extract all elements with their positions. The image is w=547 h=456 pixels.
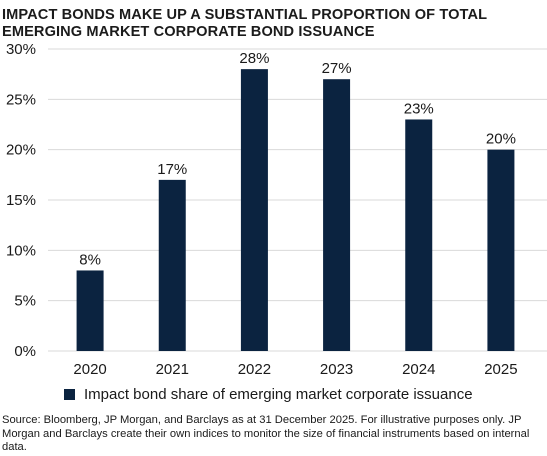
data-label: 8%	[79, 251, 101, 268]
data-label: 17%	[157, 161, 187, 178]
gridlines	[48, 48, 547, 352]
bar	[76, 270, 104, 351]
y-tick-label: 10%	[6, 242, 36, 259]
legend-swatch	[64, 389, 75, 400]
bar	[240, 69, 268, 351]
y-tick-label: 20%	[6, 142, 36, 159]
bar	[323, 79, 351, 351]
y-tick-label: 5%	[14, 293, 36, 310]
source-note: Source: Bloomberg, JP Morgan, and Barcla…	[2, 414, 530, 453]
bars	[76, 69, 515, 351]
bar-chart: 0% 5% 10% 15% 20% 25% 30% 8% 17% 28% 27% 23% 20% 20…	[6, 41, 547, 378]
y-tick-label: 25%	[6, 91, 36, 108]
data-label: 20%	[486, 131, 516, 148]
y-tick-label: 15%	[6, 192, 36, 209]
chart-title: IMPACT BONDS MAKE UP A SUBSTANTIAL PROPO…	[2, 7, 487, 40]
bar	[158, 179, 186, 351]
legend-label: Impact bond share of emerging market cor…	[84, 386, 473, 403]
x-tick-label: 2021	[156, 361, 189, 378]
x-tick-label: 2023	[320, 361, 353, 378]
data-label: 27%	[322, 60, 352, 77]
x-tick-label: 2024	[402, 361, 435, 378]
data-label: 28%	[239, 50, 269, 67]
data-label: 23%	[404, 100, 434, 117]
data-labels: 8% 17% 28% 27% 23% 20%	[79, 50, 516, 268]
x-tick-label: 2022	[238, 361, 271, 378]
y-axis-ticks: 0% 5% 10% 15% 20% 25% 30%	[6, 41, 36, 360]
x-tick-label: 2025	[484, 361, 517, 378]
x-axis-ticks: 2020 2021 2022 2023 2024 2025	[73, 361, 517, 378]
legend: Impact bond share of emerging market cor…	[64, 386, 473, 403]
y-tick-label: 30%	[6, 41, 36, 58]
y-tick-label: 0%	[14, 343, 36, 360]
bar	[487, 149, 515, 351]
bar	[405, 119, 433, 351]
x-tick-label: 2020	[73, 361, 106, 378]
